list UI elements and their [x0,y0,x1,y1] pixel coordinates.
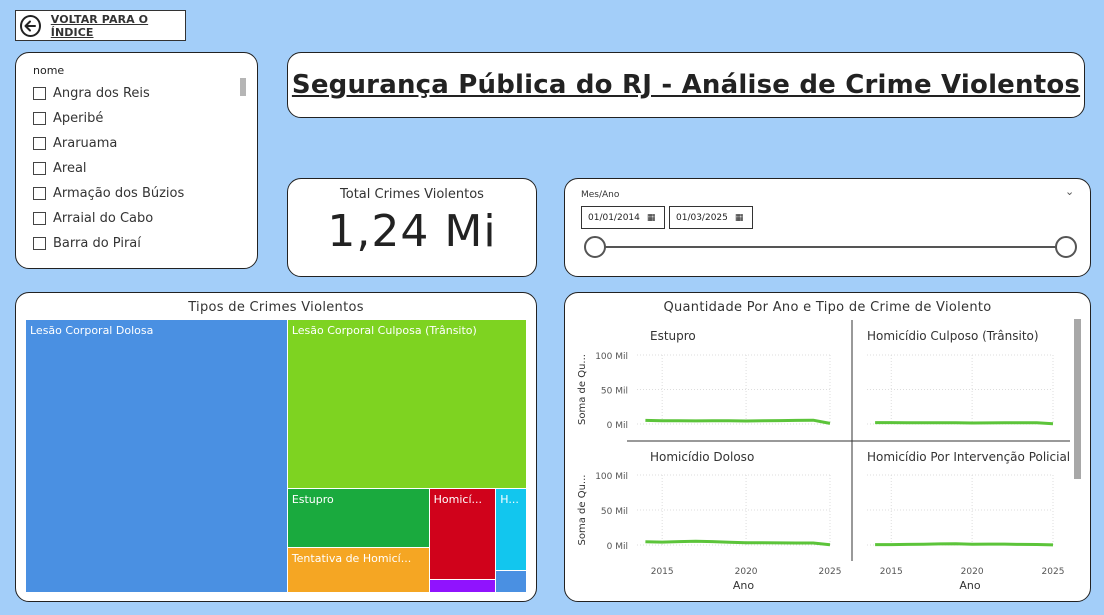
checkbox[interactable] [33,87,46,100]
checkbox[interactable] [33,137,46,150]
kpi-card: Total Crimes Violentos 1,24 Mi [287,178,537,277]
panel-label: Homicídio Culposo (Trânsito) [867,329,1039,343]
slicer-item[interactable]: Barra do Piraí [33,231,233,256]
end-date-value: 01/03/2025 [676,212,728,223]
treemap-tile-label: Tentativa de Homicí... [291,551,412,565]
slicer-item[interactable]: Armação dos Búzios [33,181,233,206]
x-tick-label: 2015 [880,567,903,577]
treemap-tile[interactable]: Tentativa de Homicí... [287,547,429,592]
slicer-header: nome [33,64,65,77]
back-to-index-button[interactable]: VOLTAR PARA O ÍNDICE [15,10,186,41]
y-tick-label: 50 Mil [601,387,628,397]
treemap-tile[interactable]: Lesão Corporal Culposa (Trânsito) [287,320,526,488]
kpi-label: Total Crimes Violentos [340,187,484,202]
slicer-item[interactable]: Angra dos Reis [33,81,233,106]
x-tick-label: 2025 [819,567,842,577]
slicer-item-label: Araruama [53,136,118,151]
date-slider-track[interactable] [596,246,1066,248]
x-axis-label: Ano [959,579,980,592]
date-slider-start-handle[interactable] [584,236,606,258]
series-line [875,542,1054,547]
treemap-tile-label: Lesão Corporal Culposa (Trânsito) [291,324,477,337]
slicer-item[interactable]: Arraial do Cabo [33,206,233,231]
arrow-left-icon [20,14,41,37]
title-card: Segurança Pública do RJ - Análise de Cri… [287,52,1085,118]
calendar-icon[interactable]: ▦ [646,212,656,223]
checkbox[interactable] [33,112,46,125]
panel-label: Estupro [650,329,696,343]
x-tick-label: 2020 [961,567,984,577]
panel-label: Homicídio Doloso [650,450,754,464]
treemap-tile[interactable]: Lesão Corporal Dolosa [26,320,287,592]
slicer-item-label: Arraial do Cabo [53,211,154,226]
y-tick-label: 50 Mil [601,507,628,517]
treemap-tile[interactable]: H... [496,488,526,571]
line-chart: Estupro 100 Mil 50 Mil 0 Mil Soma de Qu... Ho… [577,320,1070,592]
treemap-tile-label: Homicí... [433,492,482,506]
kpi-value: 1,24 Mi [327,206,497,257]
slicer-item-label: Angra dos Reis [53,86,150,101]
slicer-item-label: Areal [53,161,87,176]
x-axis-label: Ano [733,579,754,592]
treemap-tile-label: Estupro [291,492,334,506]
panel-label: Homicídio Por Intervenção Policial [867,450,1070,464]
treemap-tile[interactable] [496,571,526,592]
slicer-item[interactable]: Areal [33,156,233,181]
slicer-list: Angra dos Reis Aperibé Araruama Areal Armaçã… [33,81,233,261]
series-line [645,539,831,547]
y-axis-label: Soma de Qu... [577,354,588,425]
start-date-value: 01/01/2014 [588,212,640,223]
treemap-tile-label: Lesão Corporal Dolosa [30,324,154,337]
back-to-index-label: VOLTAR PARA O ÍNDICE [50,12,149,39]
start-date-input[interactable]: 01/01/2014 ▦ [581,206,665,229]
date-slider-end-handle[interactable] [1055,236,1077,258]
y-tick-label: 0 Mil [607,542,628,552]
page-title: Segurança Pública do RJ - Análise de Cri… [291,70,1081,100]
y-tick-label: 100 Mil [595,472,628,482]
slicer-item-label: Aperibé [53,111,104,126]
checkbox[interactable] [33,187,46,200]
treemap-card: Tipos de Crimes Violentos Lesão Corporal… [15,292,537,602]
y-axis-label: Soma de Qu... [577,475,588,546]
x-tick-label: 2015 [651,567,674,577]
series-line [875,421,1054,426]
series-line [645,418,831,425]
checkbox[interactable] [33,162,46,175]
date-range-slicer: Mes/Ano ⌄ 01/01/2014 ▦ 01/03/2025 ▦ [564,178,1091,277]
slicer-item[interactable]: Araruama [33,131,233,156]
slicer-scrollbar[interactable] [240,78,246,96]
slicer-item-label: Armação dos Búzios [53,186,185,201]
line-chart-card: Quantidade Por Ano e Tipo de Crime de Vi… [564,292,1091,602]
checkbox[interactable] [33,212,46,225]
slicer-item-label: Barra do Piraí [53,236,141,251]
date-slicer-label: Mes/Ano [581,190,620,200]
treemap-tile[interactable]: Homicí... [429,488,496,579]
x-tick-label: 2020 [735,567,758,577]
treemap-tile[interactable] [429,579,496,592]
line-chart-scrollbar[interactable] [1074,319,1081,479]
y-tick-label: 100 Mil [595,352,628,362]
end-date-input[interactable]: 01/03/2025 ▦ [669,206,753,229]
treemap-title: Tipos de Crimes Violentos [188,300,364,315]
treemap-tile[interactable]: Estupro [287,488,429,547]
y-tick-label: 0 Mil [607,421,628,431]
calendar-icon[interactable]: ▦ [734,212,744,223]
slicer-item[interactable]: Aperibé [33,106,233,131]
checkbox[interactable] [33,237,46,250]
treemap-tile-label: H... [500,492,519,506]
line-chart-title: Quantidade Por Ano e Tipo de Crime de Vi… [663,300,992,315]
chevron-down-icon[interactable]: ⌄ [1065,185,1075,198]
x-tick-label: 2025 [1042,567,1065,577]
municipality-slicer: nome Angra dos Reis Aperibé Araruama Areal A… [15,52,258,269]
